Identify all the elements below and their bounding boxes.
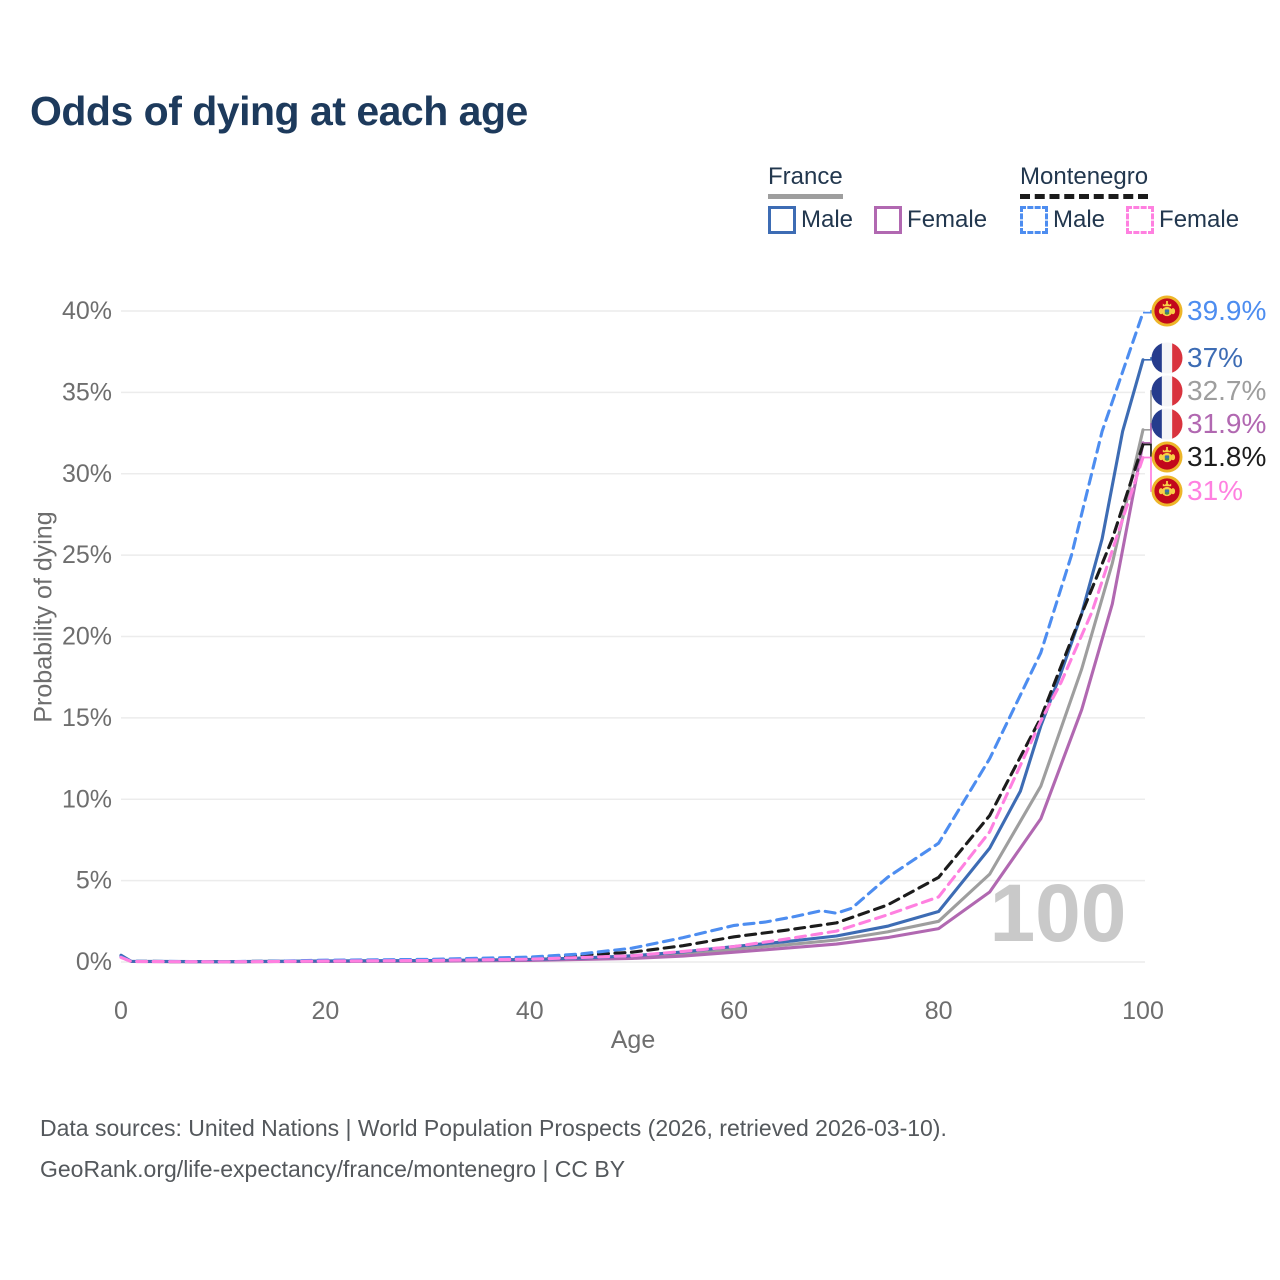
legend-header-montenegro: Montenegro xyxy=(1020,163,1149,199)
legend-group-france: France Male Female xyxy=(768,163,987,234)
source-note: Data sources: United Nations | World Pop… xyxy=(40,1108,947,1190)
montenegro-flag-icon xyxy=(1151,475,1183,507)
legend-label-montenegro-female[interactable]: Female xyxy=(1159,206,1240,233)
age-watermark: 100 xyxy=(990,868,1127,959)
france-flag-icon xyxy=(1151,375,1183,407)
legend-group-montenegro: Montenegro Male Female xyxy=(1020,163,1239,234)
end-value-label-montenegro_male: 39.9% xyxy=(1187,295,1266,326)
montenegro-flag-icon xyxy=(1151,295,1183,327)
legend-swatch-france-male[interactable] xyxy=(768,206,796,234)
legend-swatch-france-female[interactable] xyxy=(874,206,903,234)
legend-swatch-montenegro-male[interactable] xyxy=(1020,206,1048,234)
y-tick-label: 10% xyxy=(62,785,112,813)
series-line-montenegro_female[interactable] xyxy=(119,455,1145,964)
legend-label-france-female[interactable]: Female xyxy=(907,206,988,233)
x-tick-label: 80 xyxy=(925,997,953,1025)
y-tick-label: 35% xyxy=(62,378,112,406)
source-line-2: GeoRank.org/life-expectancy/france/monte… xyxy=(40,1156,626,1182)
end-value-label-montenegro_both: 31.8% xyxy=(1187,441,1266,472)
end-value-label-montenegro_female: 31% xyxy=(1187,475,1243,506)
y-tick-label: 20% xyxy=(62,623,112,651)
legend-swatch-montenegro-female[interactable] xyxy=(1126,206,1155,234)
montenegro-flag-icon xyxy=(1151,441,1183,473)
x-tick-label: 60 xyxy=(720,997,748,1025)
france-flag-icon xyxy=(1151,408,1183,440)
x-tick-label: 0 xyxy=(114,997,128,1025)
x-axis-title: Age xyxy=(610,1026,656,1054)
y-tick-label: 5% xyxy=(76,867,112,895)
y-tick-label: 30% xyxy=(62,460,112,488)
end-value-label-france_both: 32.7% xyxy=(1187,375,1266,406)
legend-header-france: France xyxy=(768,163,843,199)
y-tick-label: 15% xyxy=(62,704,112,732)
y-tick-label: 25% xyxy=(62,541,112,569)
source-line-1: Data sources: United Nations | World Pop… xyxy=(40,1115,947,1141)
end-value-label-france_male: 37% xyxy=(1187,342,1243,373)
legend-label-montenegro-male[interactable]: Male xyxy=(1053,206,1106,233)
x-tick-label: 100 xyxy=(1122,997,1164,1025)
y-tick-label: 0% xyxy=(76,948,112,976)
legend-label-france-male[interactable]: Male xyxy=(801,206,854,233)
france-flag-icon xyxy=(1151,342,1183,374)
x-tick-label: 40 xyxy=(516,997,544,1025)
x-tick-label: 20 xyxy=(311,997,339,1025)
page-title: Odds of dying at each age xyxy=(30,88,528,134)
y-tick-label: 40% xyxy=(62,297,112,325)
end-value-label-france_female: 31.9% xyxy=(1187,408,1266,439)
